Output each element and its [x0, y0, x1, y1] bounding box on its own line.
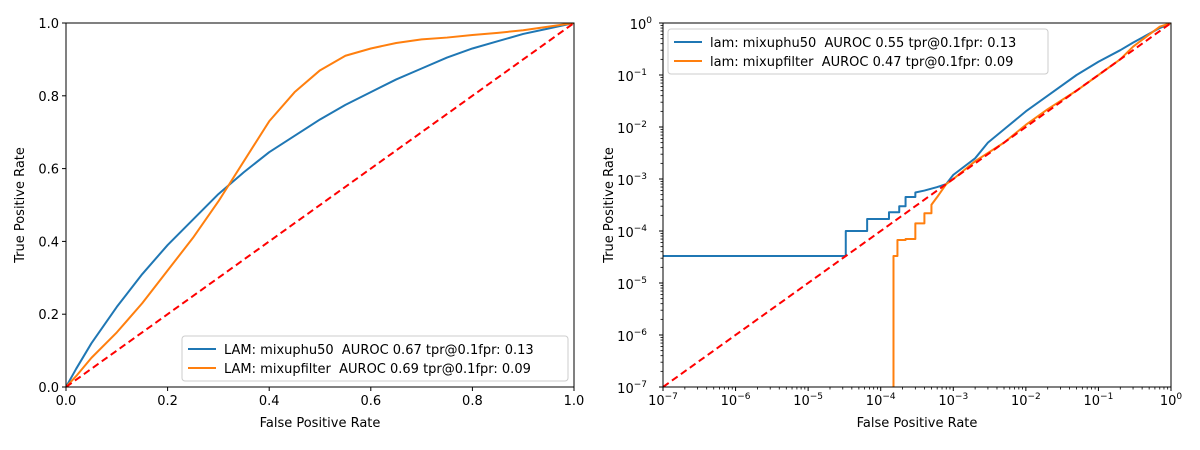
y-tick-label: 0.8	[38, 90, 59, 105]
y-tick-label: 0.2	[38, 308, 59, 323]
series-line-1	[892, 23, 1171, 387]
x-tick-label: 0.6	[360, 394, 381, 409]
linear-roc-plot: 0.0 0.2 0.4 0.6 0.8 1.0 0.0 0.2 0.4 0.6 0.8 1.0 Fals…	[13, 17, 584, 431]
x-axis-label: False Positive Rate	[260, 416, 381, 431]
ticks: 0.0 0.2 0.4 0.6 0.8 1.0 0.0 0.2 0.4 0.6 0.8 1.0	[38, 17, 584, 409]
legend-label: lam: mixupfilter AUROC 0.47 tpr@0.1fpr: …	[710, 55, 1013, 70]
y-axis-label: True Positive Rate	[13, 147, 28, 264]
y-tick-label: 0.6	[38, 163, 59, 178]
x-axis-label: False Positive Rate	[857, 416, 978, 431]
legend-box	[667, 28, 1049, 75]
x-tick-label: 1.0	[564, 394, 585, 409]
legend-label: LAM: mixuphu50 AUROC 0.67 tpr@0.1fpr: 0.…	[224, 343, 534, 358]
y-axis-label: True Positive Rate	[602, 147, 617, 264]
x-tick-label: 0.4	[259, 394, 280, 409]
series-line-0	[663, 23, 1171, 258]
series-line-1	[66, 23, 574, 387]
y-tick-label: 0.0	[38, 381, 59, 396]
y-tick-label: 0.4	[38, 235, 59, 250]
plot-area	[663, 23, 1171, 387]
chance-diagonal-line	[663, 23, 1171, 387]
legend: LAM: mixuphu50 AUROC 0.67 tpr@0.1fpr: 0.…	[181, 335, 569, 382]
plot-area	[66, 23, 574, 387]
legend-label: LAM: mixupfilter AUROC 0.69 tpr@0.1fpr: …	[224, 362, 531, 377]
x-tick-label: 0.8	[462, 394, 483, 409]
x-tick-label: 0.0	[56, 394, 77, 409]
series-line-0	[66, 23, 574, 387]
legend-label: lam: mixuphu50 AUROC 0.55 tpr@0.1fpr: 0.…	[710, 36, 1016, 51]
legend: lam: mixuphu50 AUROC 0.55 tpr@0.1fpr: 0.…	[667, 28, 1049, 75]
x-tick-label: 0.2	[157, 394, 178, 409]
legend-box	[181, 335, 569, 382]
axes-frame	[662, 22, 1172, 388]
axes-frame	[65, 22, 575, 388]
y-tick-label: 1.0	[38, 17, 59, 32]
chance-diagonal-line	[66, 23, 574, 387]
